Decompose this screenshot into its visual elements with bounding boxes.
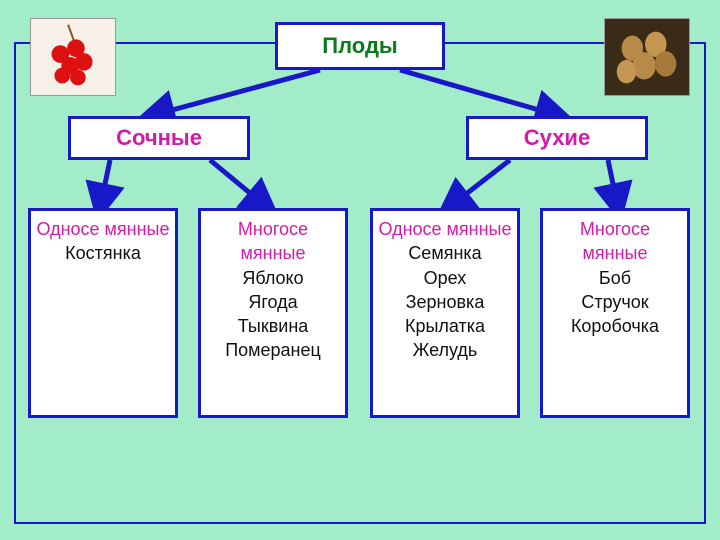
branch-label: Сухие (524, 125, 590, 151)
leaf-node: Многосе мянные Боб Стручок Коробочка (540, 208, 690, 418)
leaf-node: Многосе мянные Яблоко Ягода Тыквина Поме… (198, 208, 348, 418)
leaf-items: Яблоко Ягода Тыквина Померанец (225, 266, 321, 363)
leaf-heading: Многосе мянные (205, 217, 341, 266)
leaf-heading: Односе мянные (378, 217, 511, 241)
leaf-node: Односе мянные Семянка Орех Зерновка Крыл… (370, 208, 520, 418)
root-label: Плоды (322, 33, 397, 59)
branch-label: Сочные (116, 125, 202, 151)
image-hazelnuts (604, 18, 690, 96)
leaf-node: Односе мянные Костянка (28, 208, 178, 418)
leaf-items: Костянка (65, 241, 141, 265)
leaf-heading: Многосе мянные (547, 217, 683, 266)
root-node: Плоды (275, 22, 445, 70)
leaf-items: Семянка Орех Зерновка Крылатка Желудь (405, 241, 485, 362)
leaf-items: Боб Стручок Коробочка (571, 266, 659, 339)
leaf-heading: Односе мянные (36, 217, 169, 241)
image-redcurrant (30, 18, 116, 96)
branch-node: Сочные (68, 116, 250, 160)
branch-node: Сухие (466, 116, 648, 160)
